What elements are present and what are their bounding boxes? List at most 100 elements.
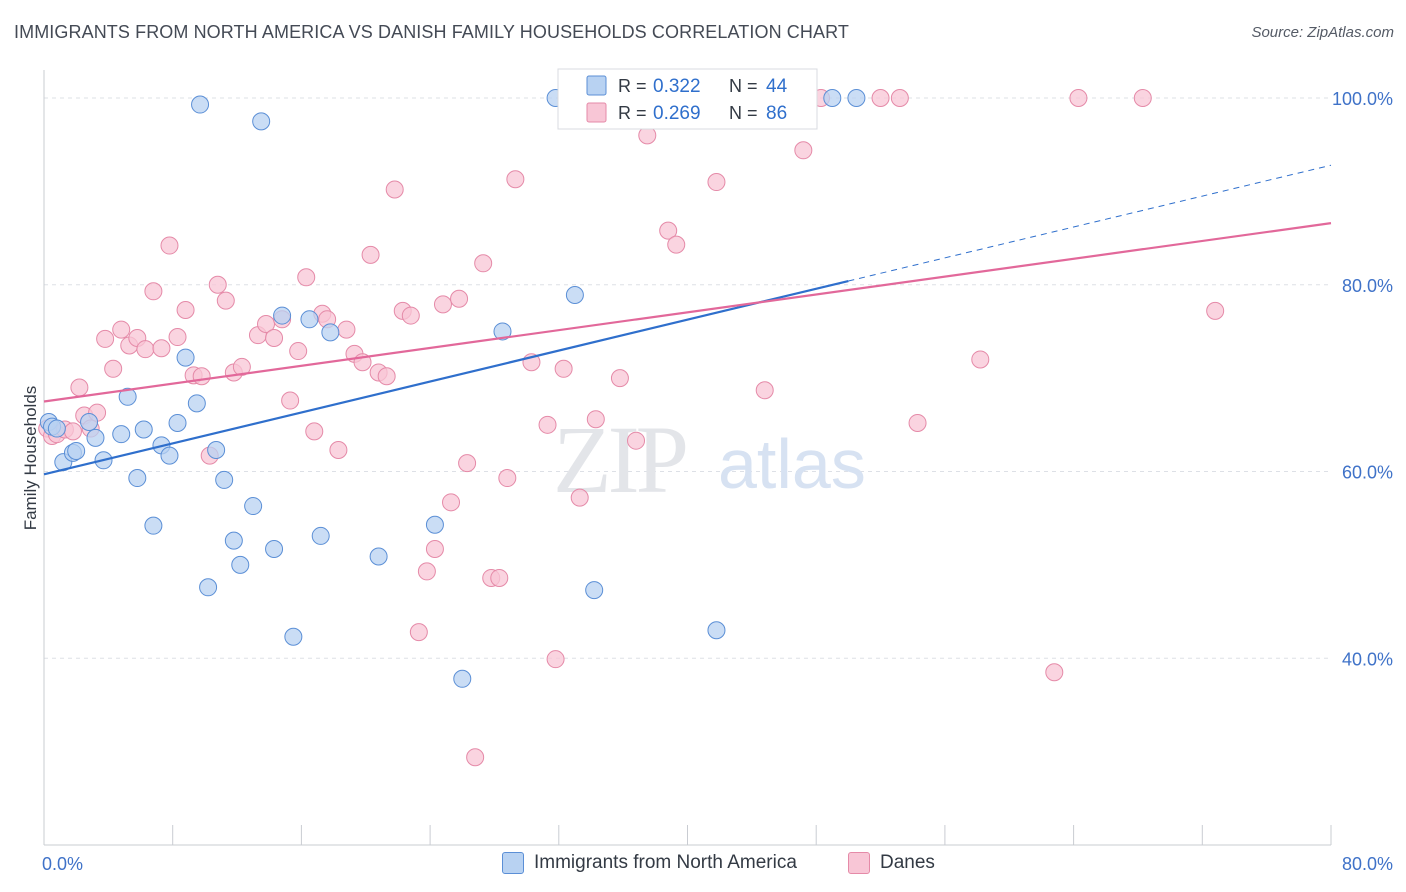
point-danes [871, 89, 890, 108]
point-danes [281, 391, 300, 410]
point-immigrants [128, 469, 147, 488]
point-danes [160, 236, 179, 255]
point-danes [506, 170, 525, 189]
point-danes [144, 282, 163, 301]
point-danes [554, 359, 573, 378]
point-immigrants [321, 323, 340, 342]
point-danes [546, 650, 565, 669]
point-immigrants [823, 89, 842, 108]
point-immigrants [187, 394, 206, 413]
point-immigrants [244, 497, 263, 516]
point-danes [466, 748, 485, 767]
stats-n-value-blue: 44 [766, 76, 788, 97]
stats-n-value-pink: 86 [766, 103, 787, 124]
point-danes [192, 367, 211, 386]
point-danes [971, 350, 990, 369]
legend-label-danes: Danes [880, 852, 935, 873]
point-danes [627, 431, 646, 450]
point-immigrants [265, 540, 284, 559]
point-danes [401, 306, 420, 325]
point-danes [755, 381, 774, 400]
point-danes [409, 623, 428, 642]
stats-legend: R = 0.322 N = 44 R = 0.269 N = 86 [557, 68, 818, 130]
point-danes [289, 342, 308, 361]
point-immigrants [284, 627, 303, 646]
point-danes [474, 254, 493, 273]
point-danes [659, 221, 678, 240]
point-immigrants [311, 526, 330, 545]
point-immigrants [134, 420, 153, 439]
point-danes [176, 300, 195, 319]
axes [43, 70, 1331, 846]
point-danes [104, 359, 123, 378]
legend-swatch-blue [502, 852, 524, 874]
point-immigrants [86, 428, 105, 447]
tick-labels: 40.0% 60.0% 80.0% 100.0% 0.0% 80.0% [42, 89, 1393, 874]
x-tick-label-max: 80.0% [1342, 854, 1393, 874]
point-danes [417, 562, 436, 581]
trend-line-immigrants [43, 279, 849, 476]
point-immigrants [565, 286, 584, 305]
y-tick-label: 60.0% [1342, 463, 1393, 483]
point-danes [908, 413, 927, 432]
point-danes [112, 320, 131, 339]
point-immigrants [112, 425, 131, 444]
y-tick-label: 40.0% [1342, 649, 1393, 669]
stats-n-label-blue: N = [729, 76, 758, 96]
y-tick-label: 100.0% [1332, 89, 1393, 109]
point-immigrants [369, 547, 388, 566]
point-immigrants [160, 446, 179, 465]
point-danes [442, 493, 461, 512]
point-danes [385, 180, 404, 199]
stats-r-label-pink: R = [618, 103, 647, 123]
legend-item-danes[interactable]: Danes [848, 852, 935, 874]
point-danes [305, 422, 324, 441]
stats-r-value-pink: 0.269 [653, 103, 701, 124]
point-danes [490, 568, 509, 587]
point-danes [265, 328, 284, 347]
point-danes [433, 295, 452, 314]
point-immigrants [215, 470, 234, 489]
point-danes [458, 454, 477, 473]
point-danes [450, 289, 469, 308]
point-danes [361, 245, 380, 264]
series-immigrants-north-america [39, 89, 866, 688]
point-immigrants [176, 348, 195, 367]
bottom-legend: Immigrants from North America Danes [0, 852, 1406, 878]
chart-title: IMMIGRANTS FROM NORTH AMERICA VS DANISH … [14, 22, 849, 42]
watermark: ZIP atlas [553, 406, 866, 513]
point-danes [208, 275, 227, 294]
point-danes [425, 540, 444, 559]
point-danes [232, 357, 251, 376]
point-danes [70, 378, 89, 397]
trend-line-immigrants-extension [848, 164, 1332, 282]
point-danes [890, 89, 909, 108]
stats-swatch-blue [586, 75, 607, 96]
point-danes [610, 369, 629, 388]
source-credit: Source: ZipAtlas.com [1251, 24, 1394, 41]
point-immigrants [273, 306, 292, 325]
point-danes [1133, 89, 1152, 108]
point-danes [1045, 663, 1064, 682]
point-immigrants [707, 621, 726, 640]
stats-n-label-pink: N = [729, 103, 758, 123]
point-danes [377, 367, 396, 386]
point-immigrants [224, 531, 243, 550]
point-immigrants [199, 578, 218, 597]
trend-lines [43, 164, 1332, 476]
y-tick-label: 80.0% [1342, 276, 1393, 296]
point-danes [168, 328, 187, 347]
point-danes [707, 173, 726, 192]
legend-item-immigrants[interactable]: Immigrants from North America [502, 852, 797, 874]
point-danes [136, 340, 155, 359]
point-immigrants [252, 112, 271, 131]
point-danes [96, 329, 115, 348]
point-danes [337, 320, 356, 339]
x-tick-label-min: 0.0% [42, 854, 83, 874]
point-immigrants [493, 322, 512, 341]
point-immigrants [144, 516, 163, 535]
legend-swatch-pink [848, 852, 870, 874]
point-immigrants [67, 441, 86, 460]
point-danes [152, 339, 171, 358]
